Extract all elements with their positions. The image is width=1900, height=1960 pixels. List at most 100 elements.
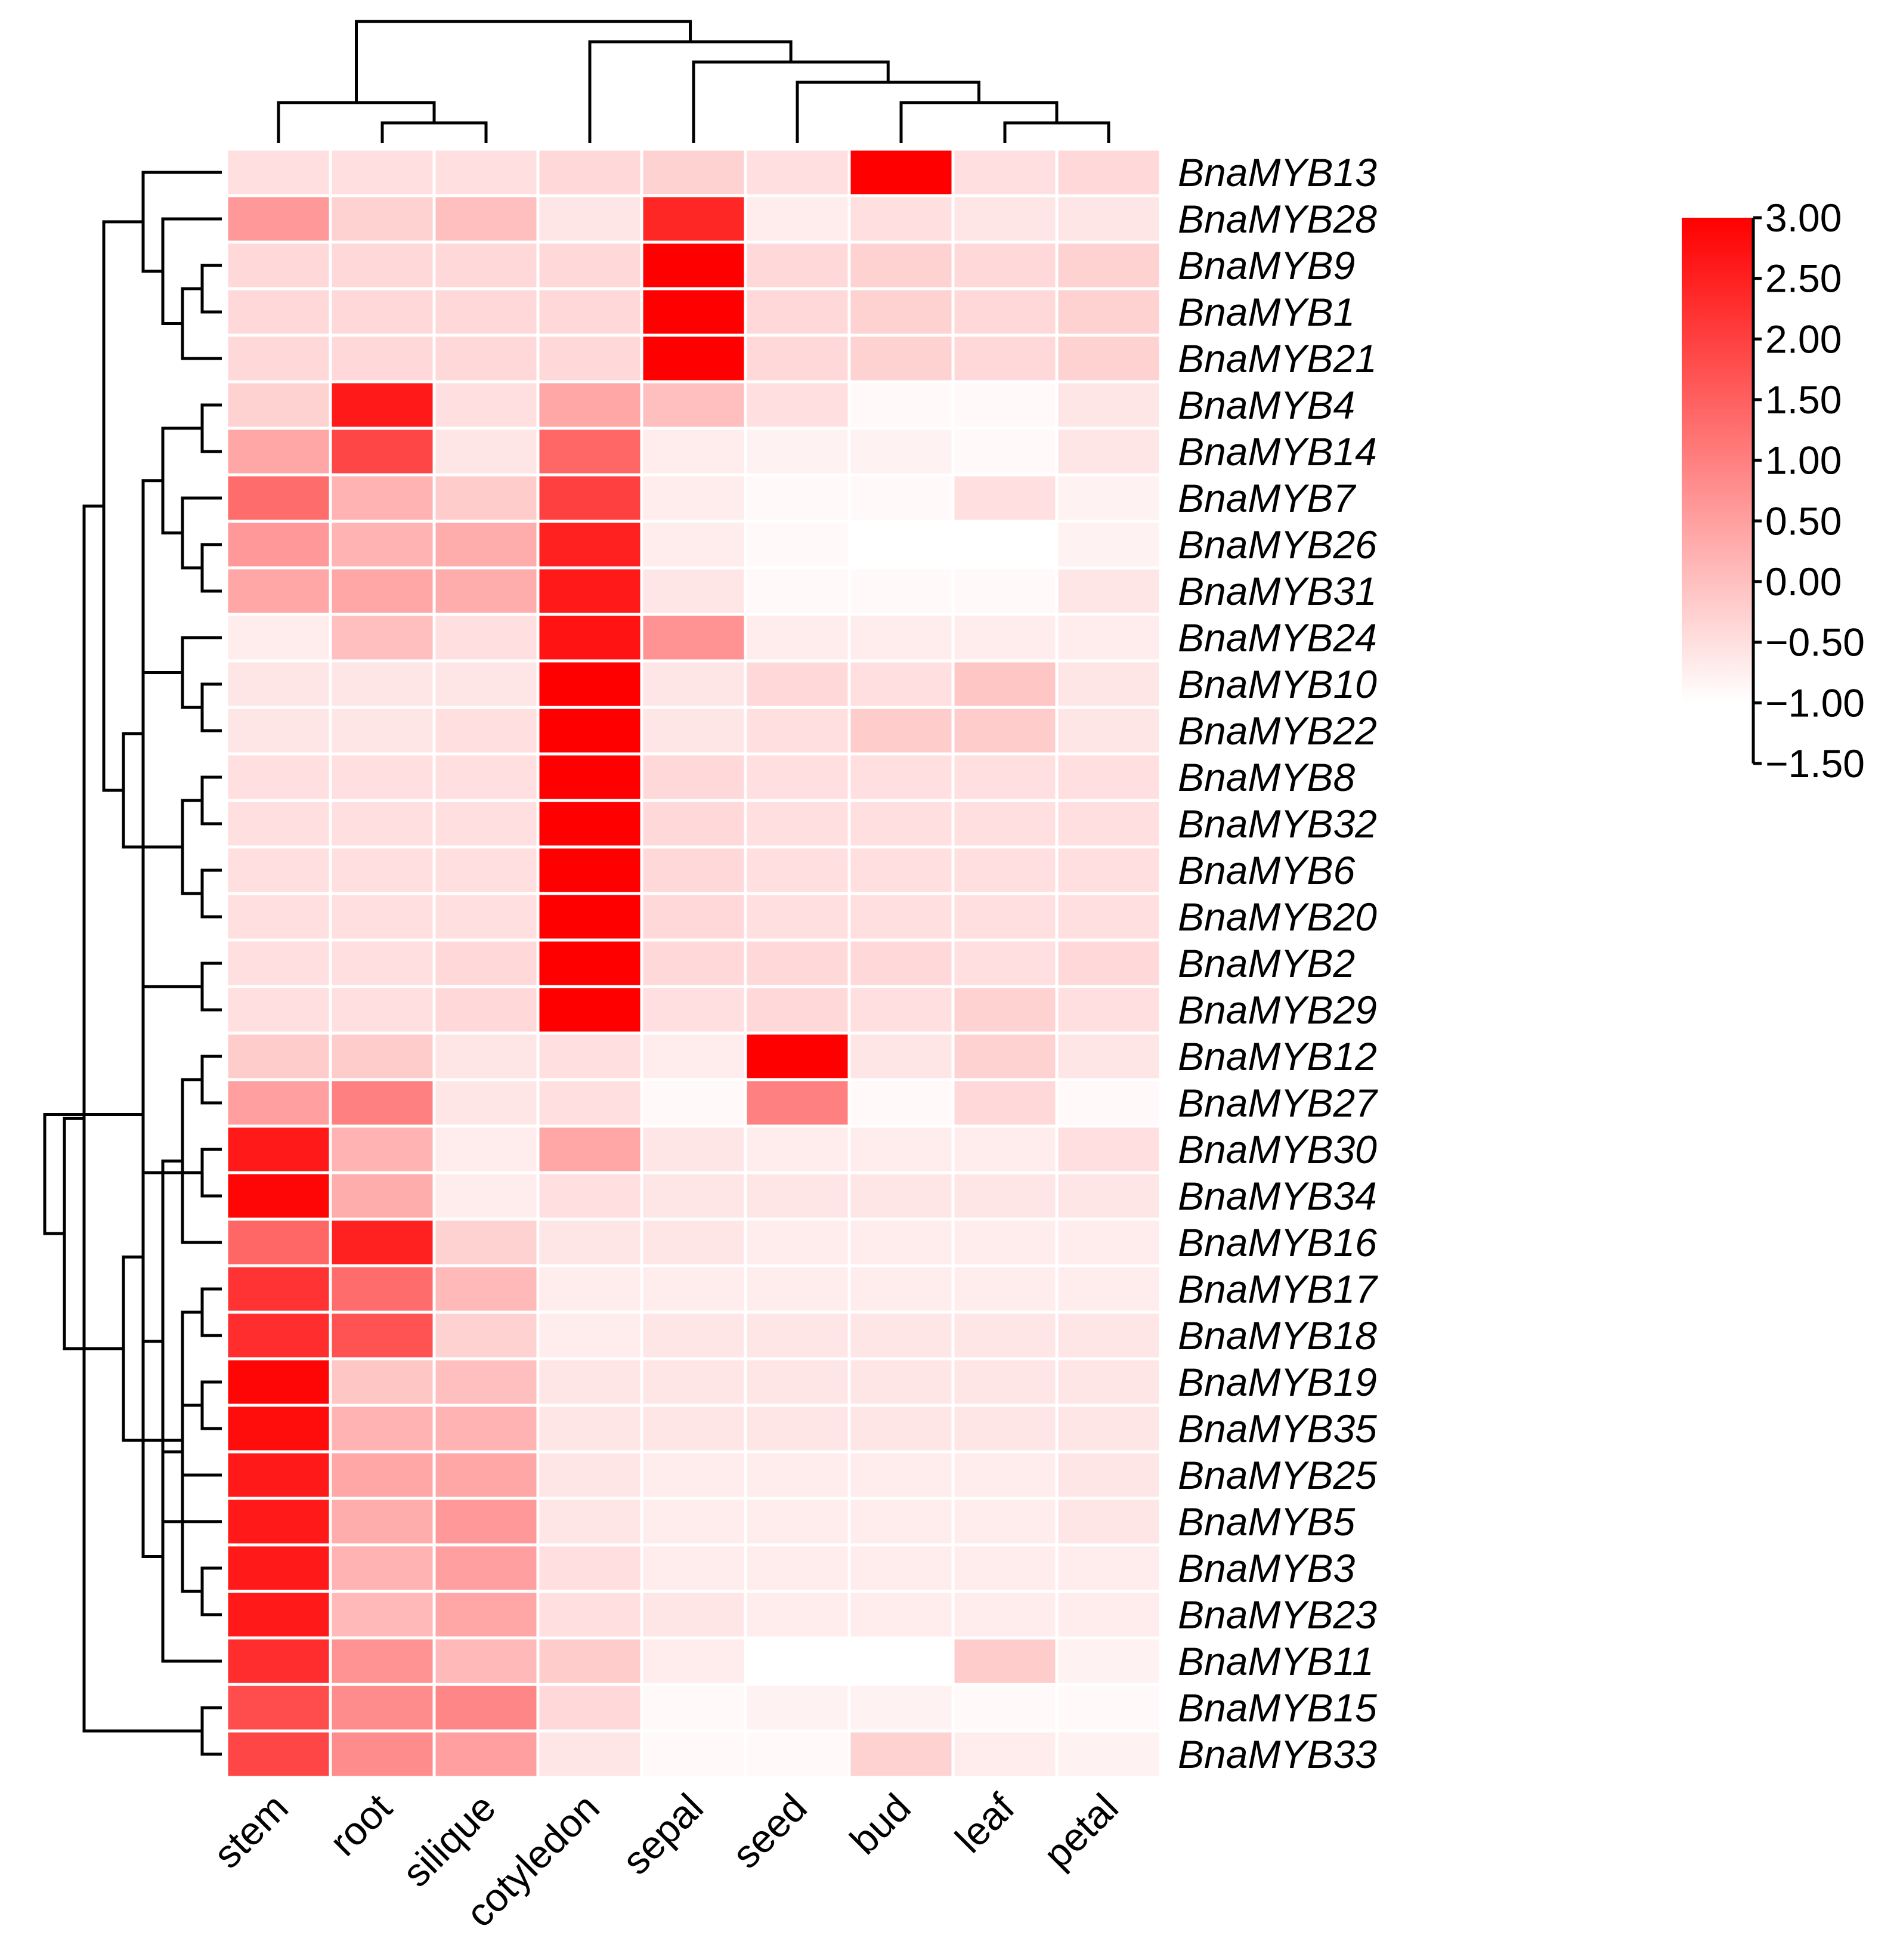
cell-BnaMYB13-petal [1058,150,1159,194]
cell-BnaMYB7-petal [1058,476,1159,520]
cell-BnaMYB2-leaf [954,941,1056,985]
cell-BnaMYB18-root [332,1313,433,1358]
cell-BnaMYB11-leaf [954,1639,1056,1683]
cell-BnaMYB15-cotyledon [539,1686,640,1730]
cell-BnaMYB32-root [332,802,433,846]
cell-BnaMYB28-silique [435,197,537,241]
cell-BnaMYB9-bud [850,243,952,287]
cell-BnaMYB30-petal [1058,1127,1159,1171]
cell-BnaMYB10-bud [850,662,952,706]
cell-BnaMYB27-root [332,1081,433,1125]
cell-BnaMYB22-cotyledon [539,709,640,753]
cell-BnaMYB16-root [332,1220,433,1265]
cell-BnaMYB8-silique [435,755,537,799]
cell-BnaMYB4-stem [228,383,329,427]
cell-BnaMYB10-cotyledon [539,662,640,706]
cell-BnaMYB6-cotyledon [539,848,640,892]
cell-BnaMYB26-cotyledon [539,523,640,567]
cell-BnaMYB15-sepal [643,1686,744,1730]
cell-BnaMYB32-cotyledon [539,802,640,846]
cell-BnaMYB3-sepal [643,1546,744,1590]
cell-BnaMYB16-seed [747,1220,848,1265]
cell-BnaMYB13-leaf [954,150,1056,194]
cell-BnaMYB23-seed [747,1593,848,1637]
cell-BnaMYB25-seed [747,1453,848,1497]
cell-BnaMYB6-seed [747,848,848,892]
row-dendrogram-branch [200,775,222,826]
colorbar-tick-label: 3.00 [1765,196,1842,240]
cell-BnaMYB29-cotyledon [539,988,640,1032]
cell-BnaMYB22-bud [850,709,952,753]
cell-BnaMYB8-root [332,755,433,799]
cell-BnaMYB20-seed [747,895,848,939]
cell-BnaMYB27-sepal [643,1081,744,1125]
cell-BnaMYB34-leaf [954,1174,1056,1218]
cell-BnaMYB17-seed [747,1267,848,1311]
row-label: BnaMYB34 [1178,1174,1377,1218]
cell-BnaMYB13-cotyledon [539,150,640,194]
row-dendrogram-branch [200,1055,222,1105]
cell-BnaMYB10-seed [747,662,848,706]
cell-BnaMYB14-leaf [954,429,1056,474]
cell-BnaMYB11-petal [1058,1639,1159,1683]
row-label: BnaMYB18 [1178,1313,1377,1358]
cell-BnaMYB27-leaf [954,1081,1056,1125]
cell-BnaMYB34-root [332,1174,433,1218]
cell-BnaMYB24-silique [435,616,537,660]
row-dendrogram-branch [200,682,222,732]
cell-BnaMYB13-seed [747,150,848,194]
cell-BnaMYB14-cotyledon [539,429,640,474]
cell-BnaMYB12-petal [1058,1034,1159,1078]
cell-BnaMYB26-sepal [643,523,744,567]
cell-BnaMYB32-seed [747,802,848,846]
cell-BnaMYB9-root [332,243,433,287]
cell-BnaMYB28-bud [850,197,952,241]
colorbar-gradient [1682,218,1753,763]
cell-BnaMYB26-root [332,523,433,567]
cell-BnaMYB26-petal [1058,523,1159,567]
cell-BnaMYB8-stem [228,755,329,799]
cell-BnaMYB29-seed [747,988,848,1032]
cell-BnaMYB33-leaf [954,1732,1056,1776]
row-label: BnaMYB21 [1178,336,1377,381]
cell-BnaMYB18-cotyledon [539,1313,640,1358]
cell-BnaMYB16-cotyledon [539,1220,640,1265]
cell-BnaMYB19-silique [435,1360,537,1404]
cell-BnaMYB5-leaf [954,1500,1056,1544]
cell-BnaMYB4-sepal [643,383,744,427]
cell-BnaMYB31-root [332,569,433,613]
row-label: BnaMYB6 [1178,848,1355,892]
cell-BnaMYB25-bud [850,1453,952,1497]
row-label: BnaMYB10 [1178,662,1377,706]
row-label: BnaMYB24 [1178,616,1377,660]
row-label: BnaMYB1 [1178,290,1355,334]
cell-BnaMYB5-sepal [643,1500,744,1544]
cell-BnaMYB7-bud [850,476,952,520]
colorbar-tick-label: −1.00 [1765,681,1865,725]
row-dendrogram-branch [122,732,182,849]
cell-BnaMYB34-bud [850,1174,952,1218]
cell-BnaMYB4-bud [850,383,952,427]
cell-BnaMYB19-petal [1058,1360,1159,1404]
cell-BnaMYB27-bud [850,1081,952,1125]
cell-BnaMYB22-silique [435,709,537,753]
cell-BnaMYB11-silique [435,1639,537,1683]
row-dendrogram-branch [200,264,222,314]
row-label: BnaMYB23 [1178,1593,1377,1637]
row-dendrogram-branch [141,479,202,988]
cell-BnaMYB3-stem [228,1546,329,1590]
cell-BnaMYB30-leaf [954,1127,1056,1171]
cell-BnaMYB18-sepal [643,1313,744,1358]
row-label: BnaMYB11 [1178,1639,1374,1683]
cell-BnaMYB1-seed [747,290,848,334]
row-dendrogram-branch [200,1287,222,1337]
cell-BnaMYB25-stem [228,1453,329,1497]
row-dendrogram-branch [200,1706,222,1756]
cell-BnaMYB31-sepal [643,569,744,613]
cell-BnaMYB29-bud [850,988,952,1032]
row-label: BnaMYB16 [1178,1220,1377,1265]
cell-BnaMYB35-sepal [643,1406,744,1451]
cell-BnaMYB18-stem [228,1313,329,1358]
cell-BnaMYB8-leaf [954,755,1056,799]
column-label: petal [1035,1785,1127,1877]
